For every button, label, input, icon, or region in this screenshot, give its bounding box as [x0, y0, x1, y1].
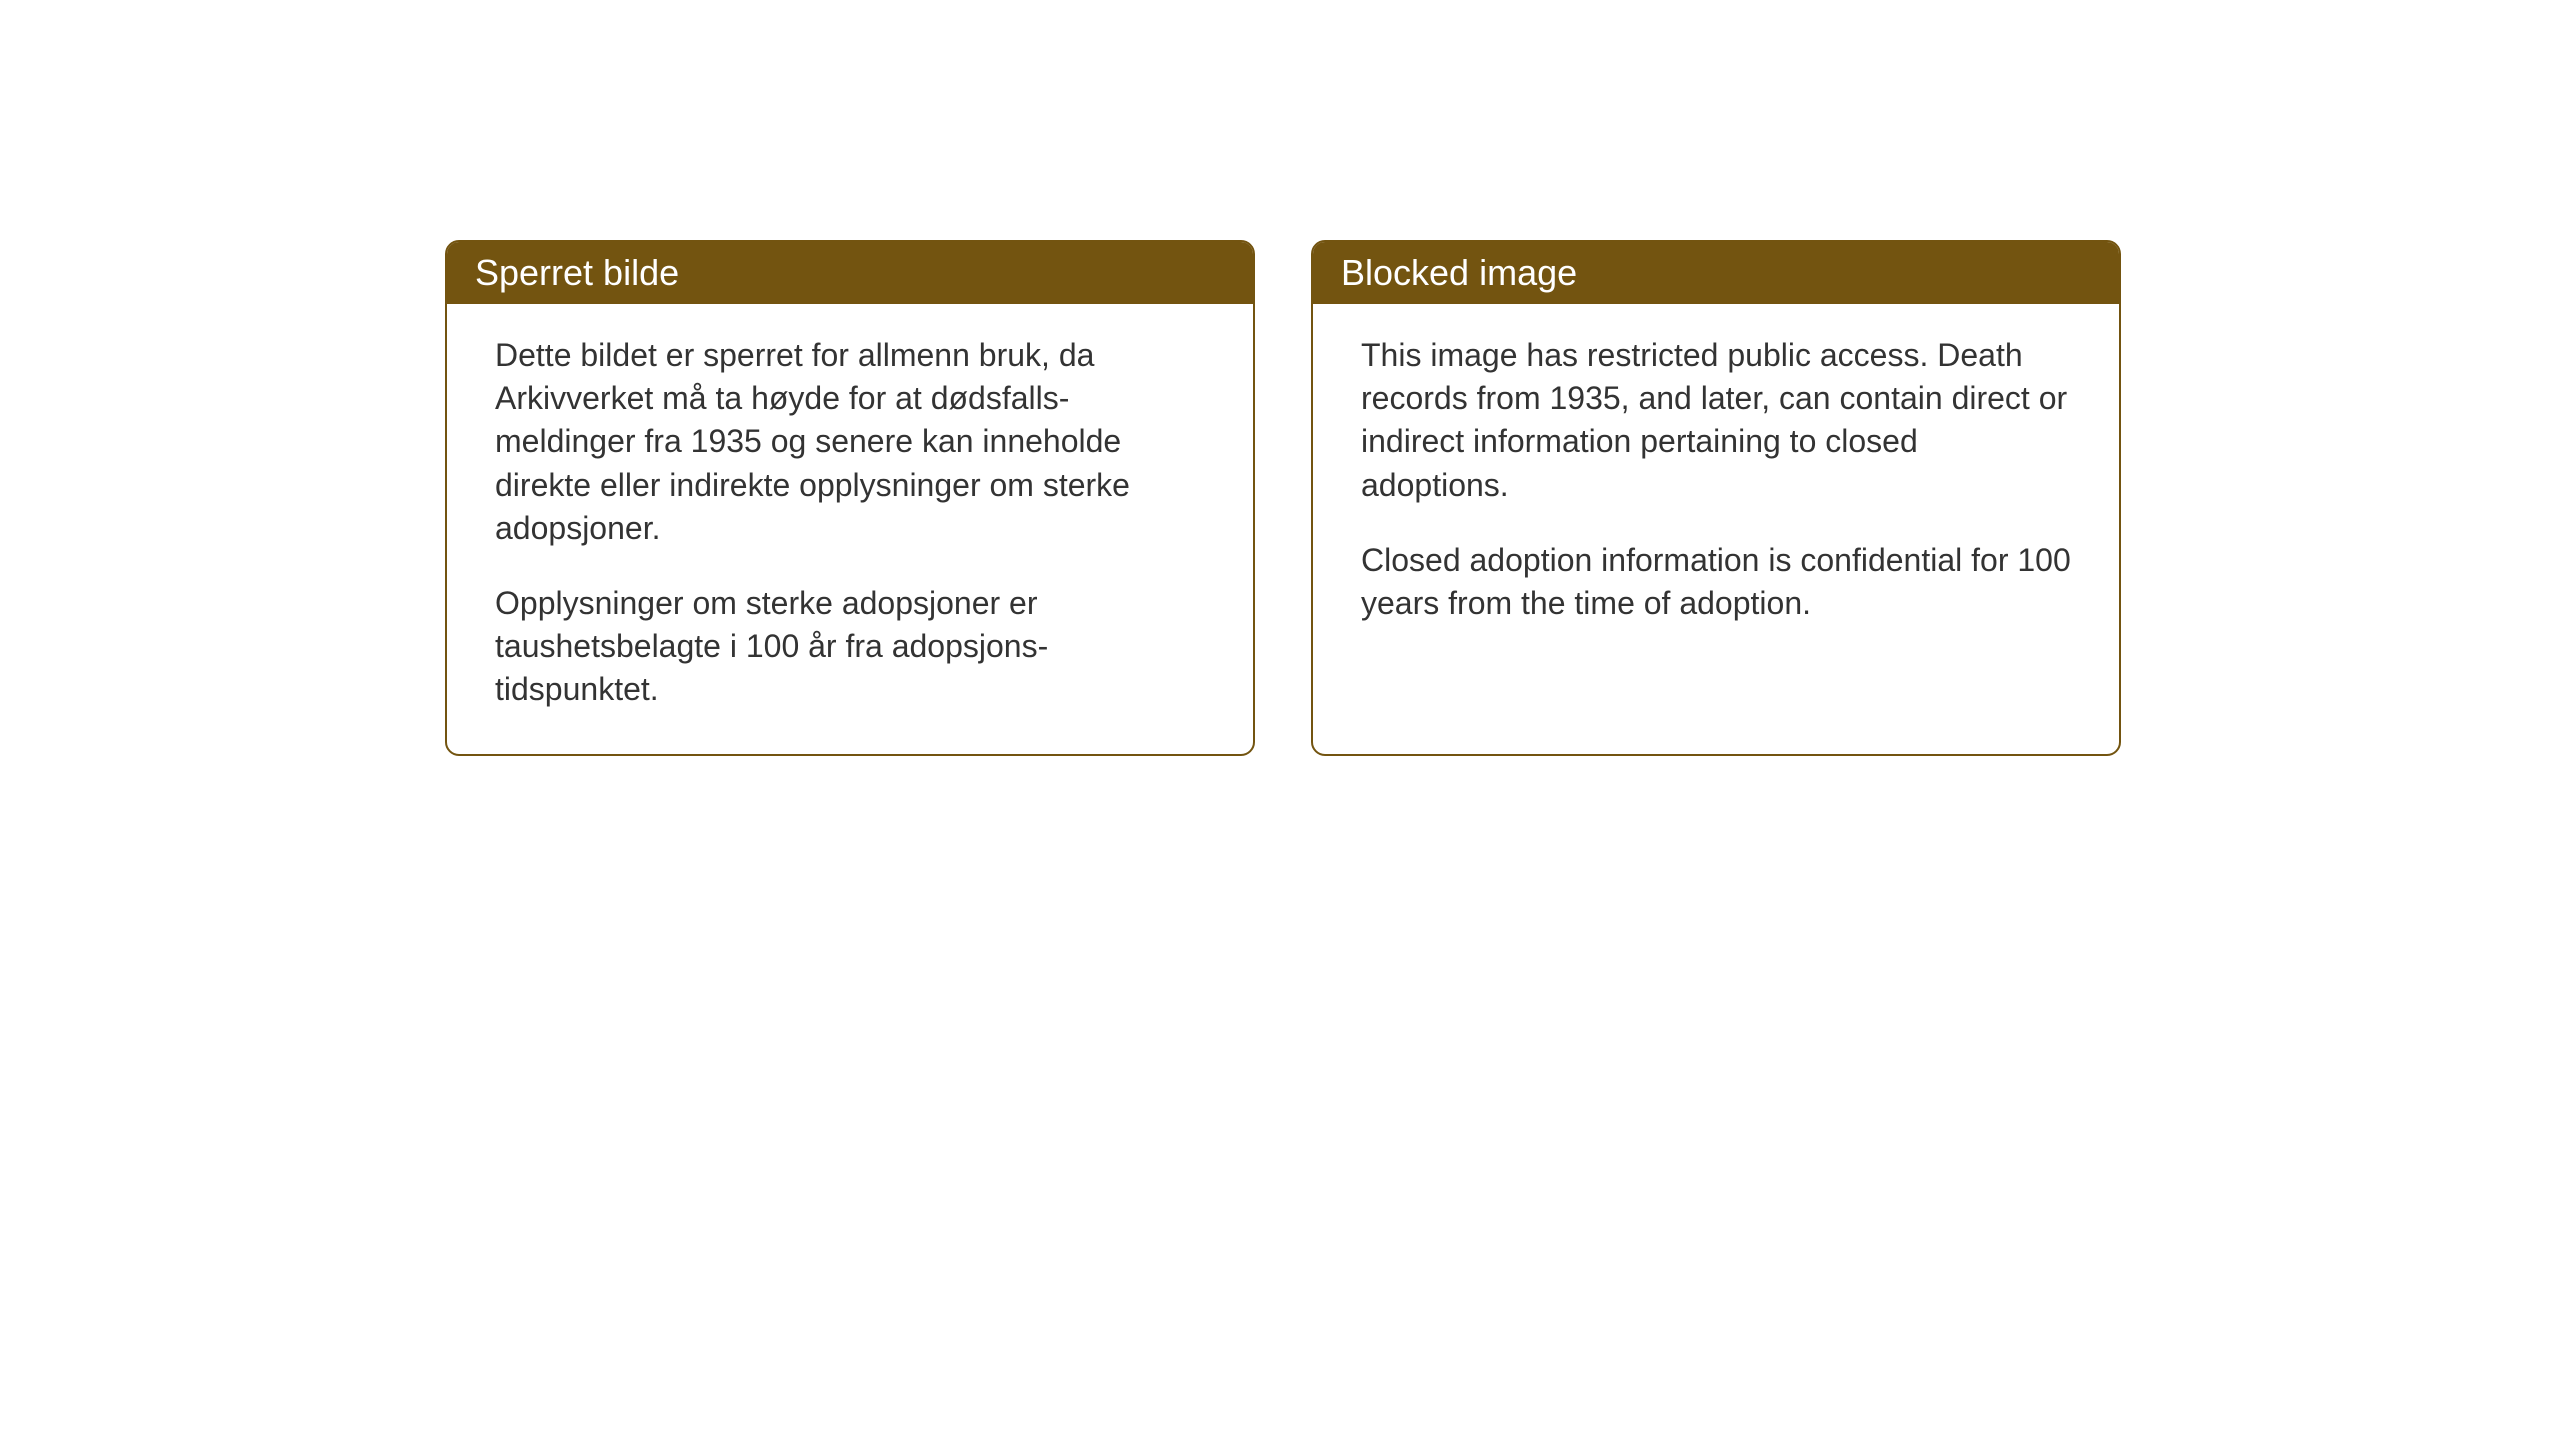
notice-header-norwegian: Sperret bilde: [447, 242, 1253, 304]
notice-title-english: Blocked image: [1341, 252, 1577, 293]
notice-box-english: Blocked image This image has restricted …: [1311, 240, 2121, 756]
notice-box-norwegian: Sperret bilde Dette bildet er sperret fo…: [445, 240, 1255, 756]
notice-header-english: Blocked image: [1313, 242, 2119, 304]
notice-paragraph-norwegian-1: Dette bildet er sperret for allmenn bruk…: [495, 334, 1205, 550]
notice-title-norwegian: Sperret bilde: [475, 252, 679, 293]
notice-body-norwegian: Dette bildet er sperret for allmenn bruk…: [447, 304, 1253, 754]
notice-paragraph-english-2: Closed adoption information is confident…: [1361, 539, 2071, 625]
notice-container: Sperret bilde Dette bildet er sperret fo…: [445, 240, 2121, 756]
notice-paragraph-norwegian-2: Opplysninger om sterke adopsjoner er tau…: [495, 582, 1205, 712]
notice-paragraph-english-1: This image has restricted public access.…: [1361, 334, 2071, 507]
notice-body-english: This image has restricted public access.…: [1313, 304, 2119, 754]
